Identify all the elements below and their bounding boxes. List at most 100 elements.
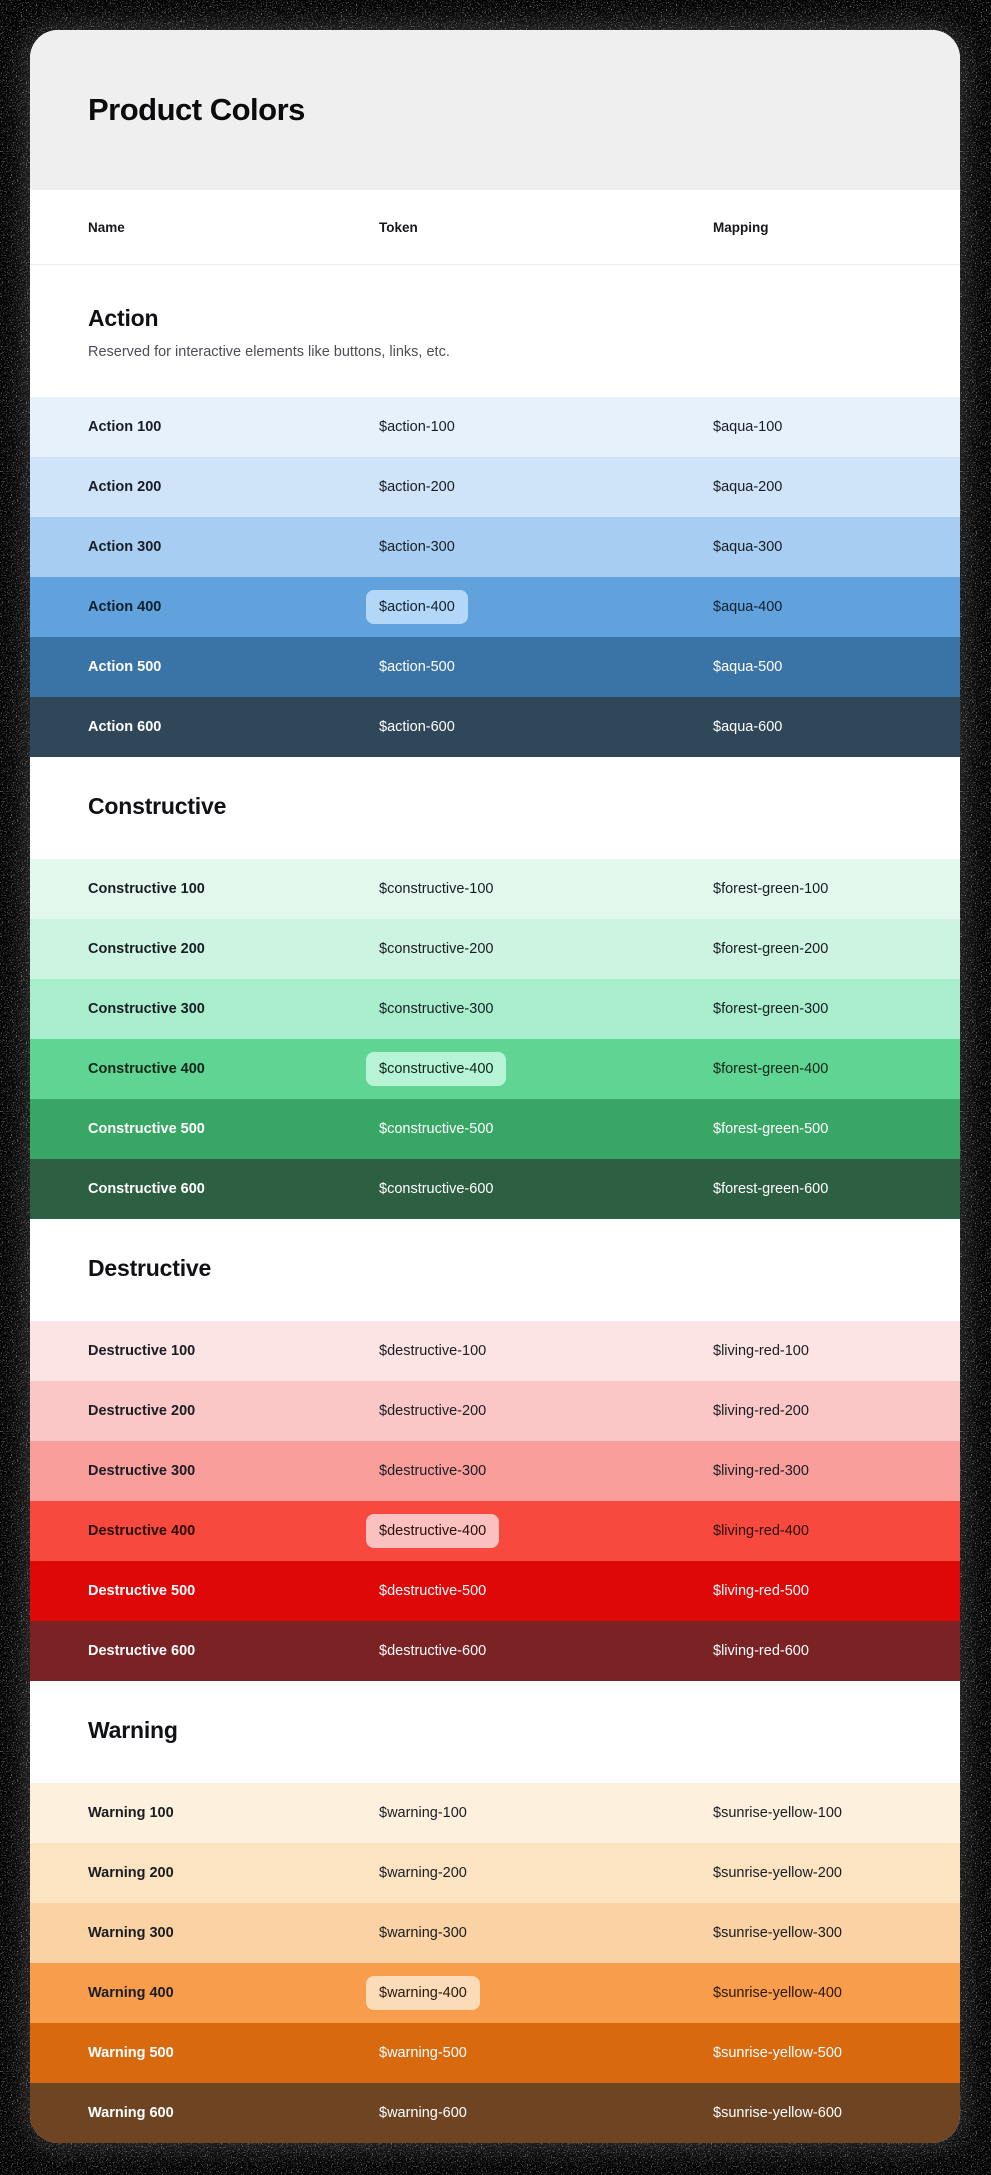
color-row: Destructive 300 $destructive-300 $living-r… <box>30 1441 960 1501</box>
row-name: Warning 500 <box>88 2045 174 2061</box>
row-name: Constructive 400 <box>88 1061 205 1077</box>
row-token: $destructive-300 <box>379 1463 487 1479</box>
section-destructive: Destructive Destructive 100 $destructive-1… <box>30 1219 960 1681</box>
color-row: Warning 400 $warning-400 $sunrise-yellow-4… <box>30 1963 960 2023</box>
row-name: Constructive 500 <box>88 1121 205 1137</box>
section-warning: Warning Warning 100 $warning-100 $sunrise-y… <box>30 1681 960 2143</box>
color-row: Action 100 $action-100 $aqua-100 <box>30 397 960 457</box>
row-mapping: $sunrise-yellow-300 <box>713 1925 842 1941</box>
row-mapping: $living-red-400 <box>713 1523 809 1539</box>
color-row: Destructive 400 $destructive-400 $living-r… <box>30 1501 960 1561</box>
row-name: Destructive 400 <box>88 1523 196 1539</box>
color-row: Constructive 200 $constructive-200 $forest… <box>30 919 960 979</box>
row-token-cell: $destructive-400 <box>366 1514 713 1548</box>
row-name: Warning 200 <box>88 1865 174 1881</box>
row-name: Action 200 <box>88 479 162 495</box>
row-mapping: $living-red-600 <box>713 1643 809 1659</box>
row-token-cell: $warning-200 <box>379 1865 713 1881</box>
row-token: $action-200 <box>379 479 455 495</box>
row-mapping: $aqua-500 <box>713 659 783 675</box>
row-token: $destructive-100 <box>379 1343 487 1359</box>
row-token: $warning-100 <box>379 1805 467 1821</box>
row-mapping: $forest-green-100 <box>713 881 829 897</box>
row-mapping: $sunrise-yellow-200 <box>713 1865 842 1881</box>
row-name: Warning 100 <box>88 1805 174 1821</box>
color-row: Action 600 $action-600 $aqua-600 <box>30 697 960 757</box>
row-mapping: $aqua-200 <box>713 479 783 495</box>
row-name: Destructive 100 <box>88 1343 196 1359</box>
row-name: Action 500 <box>88 659 162 675</box>
row-mapping: $aqua-300 <box>713 539 783 555</box>
row-name: Destructive 200 <box>88 1403 196 1419</box>
row-name: Destructive 300 <box>88 1463 196 1479</box>
row-token-cell: $action-200 <box>379 479 713 495</box>
page-header: Product Colors <box>30 30 960 190</box>
row-token: $destructive-500 <box>379 1583 487 1599</box>
row-token: $warning-200 <box>379 1865 467 1881</box>
sections: Action Reserved for interactive elements … <box>30 265 960 2143</box>
section-heading-block: Destructive <box>30 1219 960 1321</box>
row-mapping: $sunrise-yellow-100 <box>713 1805 842 1821</box>
row-mapping: $aqua-600 <box>713 719 783 735</box>
row-name: Warning 400 <box>88 1985 174 2001</box>
row-mapping: $aqua-100 <box>713 419 783 435</box>
row-mapping: $forest-green-200 <box>713 941 829 957</box>
row-token-cell: $destructive-500 <box>379 1583 713 1599</box>
row-token: $action-600 <box>379 719 455 735</box>
row-token: $destructive-200 <box>379 1403 487 1419</box>
color-row: Constructive 500 $constructive-500 $forest… <box>30 1099 960 1159</box>
row-mapping: $sunrise-yellow-400 <box>713 1985 842 2001</box>
row-token: $constructive-100 <box>379 881 494 897</box>
row-name: Constructive 100 <box>88 881 205 897</box>
section-title: Destructive <box>88 1255 212 1281</box>
row-token-cell: $action-500 <box>379 659 713 675</box>
token-chip: $constructive-400 <box>366 1052 507 1086</box>
row-token-cell: $constructive-300 <box>379 1001 713 1017</box>
row-mapping: $sunrise-yellow-600 <box>713 2105 842 2121</box>
section-heading-block: Action Reserved for interactive elements … <box>30 265 960 397</box>
column-header-token: Token <box>379 219 418 235</box>
row-token-cell: $action-600 <box>379 719 713 735</box>
section-action: Action Reserved for interactive elements … <box>30 265 960 757</box>
row-token-cell: $destructive-200 <box>379 1403 713 1419</box>
row-name: Warning 600 <box>88 2105 174 2121</box>
row-mapping: $aqua-400 <box>713 599 783 615</box>
column-header-mapping: Mapping <box>713 219 769 235</box>
color-row: Destructive 100 $destructive-100 $living-r… <box>30 1321 960 1381</box>
page-title: Product Colors <box>88 92 305 127</box>
row-token-cell: $warning-400 <box>366 1976 713 2010</box>
token-chip: $destructive-400 <box>366 1514 500 1548</box>
color-row: Constructive 100 $constructive-100 $forest… <box>30 859 960 919</box>
row-token-cell: $warning-500 <box>379 2045 713 2061</box>
row-token-cell: $constructive-500 <box>379 1121 713 1137</box>
color-row: Warning 200 $warning-200 $sunrise-yellow-2… <box>30 1843 960 1903</box>
row-token: $constructive-500 <box>379 1121 494 1137</box>
row-mapping: $living-red-300 <box>713 1463 809 1479</box>
color-row: Action 300 $action-300 $aqua-300 <box>30 517 960 577</box>
section-heading-block: Constructive <box>30 757 960 859</box>
color-row: Action 400 $action-400 $aqua-400 <box>30 577 960 637</box>
row-token-cell: $constructive-600 <box>379 1181 713 1197</box>
color-row: Destructive 600 $destructive-600 $living-r… <box>30 1621 960 1681</box>
section-title: Action <box>88 305 159 331</box>
row-mapping: $forest-green-500 <box>713 1121 829 1137</box>
row-mapping: $forest-green-300 <box>713 1001 829 1017</box>
row-token-cell: $destructive-100 <box>379 1343 713 1359</box>
product-colors-card: Product Colors Name Token Mapping Action… <box>30 30 960 2143</box>
column-header-name: Name <box>88 219 125 235</box>
row-name: Action 400 <box>88 599 162 615</box>
row-token-cell: $destructive-600 <box>379 1643 713 1659</box>
row-token: $constructive-300 <box>379 1001 494 1017</box>
row-name: Destructive 500 <box>88 1583 196 1599</box>
row-name: Destructive 600 <box>88 1643 196 1659</box>
row-token-cell: $warning-100 <box>379 1805 713 1821</box>
color-row: Constructive 600 $constructive-600 $forest… <box>30 1159 960 1219</box>
row-name: Action 300 <box>88 539 162 555</box>
color-row: Warning 600 $warning-600 $sunrise-yellow-6… <box>30 2083 960 2143</box>
row-token: $action-300 <box>379 539 455 555</box>
row-mapping: $living-red-100 <box>713 1343 809 1359</box>
color-row: Action 500 $action-500 $aqua-500 <box>30 637 960 697</box>
color-row: Destructive 200 $destructive-200 $living-r… <box>30 1381 960 1441</box>
color-table-header: Name Token Mapping <box>30 190 960 265</box>
row-token: $constructive-600 <box>379 1181 494 1197</box>
